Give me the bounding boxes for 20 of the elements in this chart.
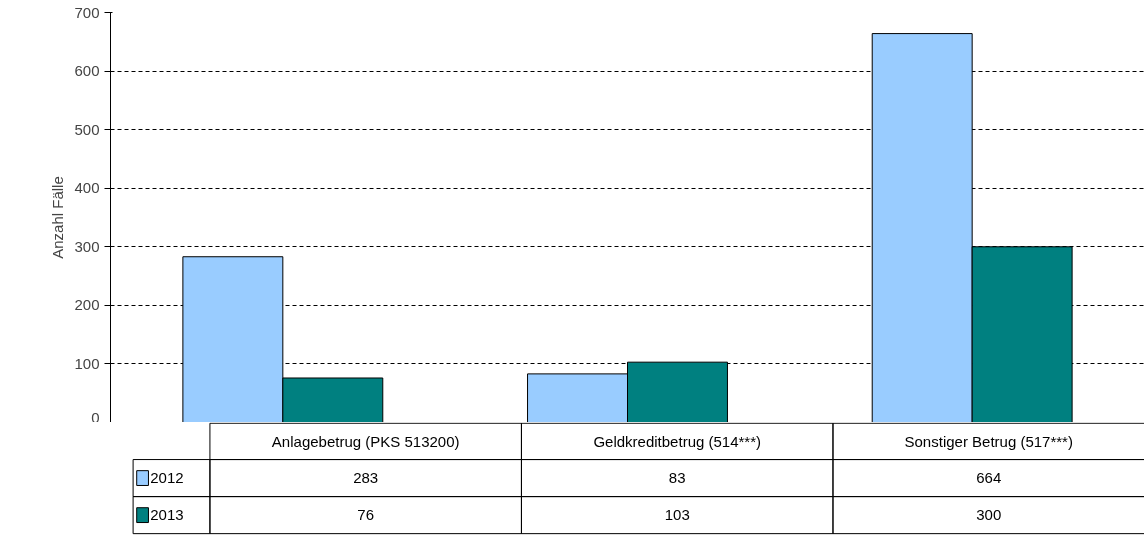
y-tick-label: 300: [74, 237, 100, 255]
data-label: 300: [976, 506, 1002, 524]
y-tick-label: 500: [74, 120, 100, 138]
data-label: 283: [353, 469, 379, 487]
y-tick-label: 0: [91, 408, 100, 426]
y-tick-label: 400: [74, 179, 100, 197]
x-tick-label: Anlagebetrug (PKS 513200): [271, 432, 460, 450]
y-axis-title: Anzahl Fälle: [49, 176, 67, 259]
x-tick-label: Geldkreditbetrug (514***): [593, 432, 762, 450]
y-tick-label: 700: [74, 3, 100, 21]
legend-label: 2013: [150, 506, 184, 524]
y-tick-label: 600: [74, 62, 100, 80]
data-label: 83: [668, 469, 686, 487]
y-tick-label: 200: [74, 296, 100, 314]
y-tick-label: 100: [74, 354, 100, 372]
x-tick-label: Sonstiger Betrug (517***): [904, 432, 1073, 450]
data-label: 664: [976, 469, 1002, 487]
data-label: 103: [664, 506, 690, 524]
data-label: 76: [357, 506, 375, 524]
legend-label: 2012: [150, 469, 184, 487]
